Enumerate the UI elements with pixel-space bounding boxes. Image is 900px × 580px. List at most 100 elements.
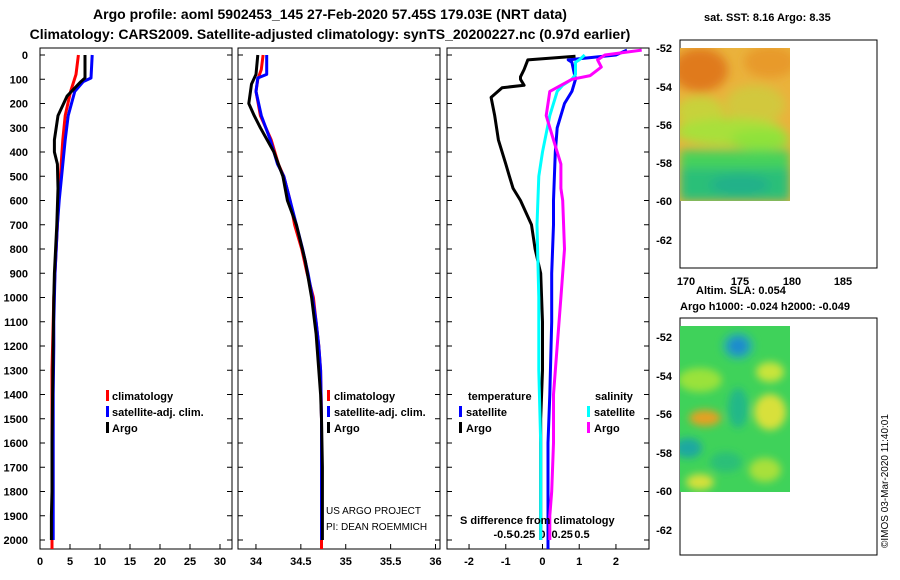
x-tick-label-salinity: 0 (539, 529, 545, 541)
salinity-legend: climatology satellite-adj. clim. Argo (327, 390, 426, 435)
salinity-panel-frame (237, 47, 441, 550)
x-tick-label: 20 (154, 556, 166, 568)
difference-xlabel: S difference from climatology (460, 515, 616, 527)
x-tick-label: 35 (340, 556, 352, 568)
sst-title: sat. SST: 8.16 Argo: 8.35 (704, 12, 831, 24)
legend-swatch-satellite (327, 406, 330, 417)
project-credit: US ARGO PROJECT (326, 506, 421, 517)
legend-header-salinity: salinity (595, 391, 634, 403)
series-line-temperature-satellite (546, 48, 628, 549)
series-line-argo (49, 55, 87, 540)
x-tick-label: -2 (464, 556, 474, 568)
legend-swatch-argo (106, 422, 109, 433)
lat-tick: -62 (656, 525, 672, 537)
legend-swatch-satellite (106, 406, 109, 417)
depth-tick-label: 100 (10, 74, 28, 86)
depth-tick-label: 1800 (4, 487, 28, 499)
legend-swatch-argo (327, 422, 330, 433)
x-tick-label-salinity: -0.5 (494, 529, 513, 541)
x-tick-label: 30 (214, 556, 226, 568)
depth-tick-label: 400 (10, 147, 28, 159)
lat-tick: -56 (656, 409, 672, 421)
x-tick-label: 1 (576, 556, 582, 568)
x-tick-label: 25 (184, 556, 196, 568)
x-tick-label-salinity: 0.5 (574, 529, 589, 541)
x-tick-label: 5 (67, 556, 73, 568)
temperature-x-axis: 0 5 10 15 20 25 30 (37, 54, 232, 568)
argo-h-text: Argo h1000: -0.024 h2000: -0.049 (680, 301, 850, 313)
legend-label: Argo (594, 423, 620, 435)
depth-tick-label: 1200 (4, 341, 28, 353)
depth-tick-label: 800 (10, 244, 28, 256)
lat-tick: -62 (656, 235, 672, 247)
x-tick-label: 34.5 (290, 556, 311, 568)
depth-tick-label: 1100 (4, 317, 28, 329)
depth-tick-label: 1700 (4, 462, 28, 474)
legend-label: Argo (112, 423, 138, 435)
x-tick-label-salinity: 0.25 (552, 529, 573, 541)
sla-title: Altim. SLA: 0.054 (696, 285, 786, 297)
legend-label: satellite (466, 407, 507, 419)
x-tick-label-salinity: -0.25 (510, 529, 535, 541)
series-line-satellite-adj-clim- (51, 54, 94, 540)
difference-x-axis: -2 -1 0 1 2 -0.5-0.25 0 0.25 0.5 (447, 54, 649, 568)
depth-tick-label: 1400 (4, 390, 28, 402)
x-tick-label: 2 (613, 556, 619, 568)
legend-swatch-climatology (106, 390, 109, 401)
temperature-series (49, 54, 94, 549)
depth-tick-label: 300 (10, 123, 28, 135)
depth-tick-label: 500 (10, 171, 28, 183)
imos-credit: ©IMOS 03-Mar-2020 11:40:01 (880, 414, 891, 548)
depth-tick-label: 900 (10, 268, 28, 280)
legend-swatch-climatology (327, 390, 330, 401)
lat-tick: -52 (656, 332, 672, 344)
legend-label: climatology (334, 391, 396, 403)
sla-lat-ticks: -52 -54 -56 -58 -60 -62 (656, 332, 673, 537)
temperature-legend: climatology satellite-adj. clim. Argo (106, 390, 204, 435)
lat-tick: -58 (656, 158, 672, 170)
difference-series (489, 48, 642, 549)
depth-tick-label: 700 (10, 220, 28, 232)
depth-tick-label: 1300 (4, 365, 28, 377)
legend-swatch-s-satellite (587, 406, 590, 417)
lon-tick: 185 (834, 276, 852, 288)
legend-label: satellite-adj. clim. (334, 407, 426, 419)
x-tick-label: 36 (429, 556, 441, 568)
x-tick-label: 34 (250, 556, 263, 568)
lat-tick: -56 (656, 120, 672, 132)
x-tick-label: 35.5 (380, 556, 401, 568)
lat-tick: -54 (656, 82, 673, 94)
difference-legend: temperature salinity satellite Argo sate… (459, 391, 635, 435)
lat-tick: -52 (656, 43, 672, 55)
series-line-salinity-satellite (535, 53, 586, 540)
sla-map-image (680, 326, 790, 492)
depth-tick-label: 0 (22, 50, 28, 62)
lat-tick: -54 (656, 371, 673, 383)
legend-label: climatology (112, 391, 174, 403)
x-tick-label: 15 (124, 556, 136, 568)
x-tick-label: 0 (539, 556, 545, 568)
lon-tick: 180 (783, 276, 801, 288)
lon-tick: 170 (677, 276, 695, 288)
legend-label: Argo (334, 423, 360, 435)
sst-lat-ticks: -52 -54 -56 -58 -60 -62 (656, 43, 673, 247)
series-line-argo (247, 54, 324, 540)
x-tick-label: 0 (37, 556, 43, 568)
series-line-temperature-argo (489, 54, 576, 540)
lat-tick: -58 (656, 448, 672, 460)
x-tick-label: 10 (94, 556, 106, 568)
depth-tick-label: 1000 (4, 293, 28, 305)
header-line-2: Climatology: CARS2009. Satellite-adjuste… (29, 26, 631, 42)
depth-tick-label: 2000 (4, 535, 28, 547)
legend-swatch-t-argo (459, 422, 462, 433)
series-line-salinity-argo (544, 48, 642, 540)
lon-tick: 175 (731, 276, 749, 288)
legend-header-temperature: temperature (468, 391, 532, 403)
legend-swatch-t-satellite (459, 406, 462, 417)
depth-tick-label: 1600 (4, 438, 28, 450)
legend-label: Argo (466, 423, 492, 435)
pi-credit: PI: DEAN ROEMMICH (326, 522, 427, 533)
sst-map-image (680, 48, 790, 201)
depth-tick-label: 1900 (4, 511, 28, 523)
